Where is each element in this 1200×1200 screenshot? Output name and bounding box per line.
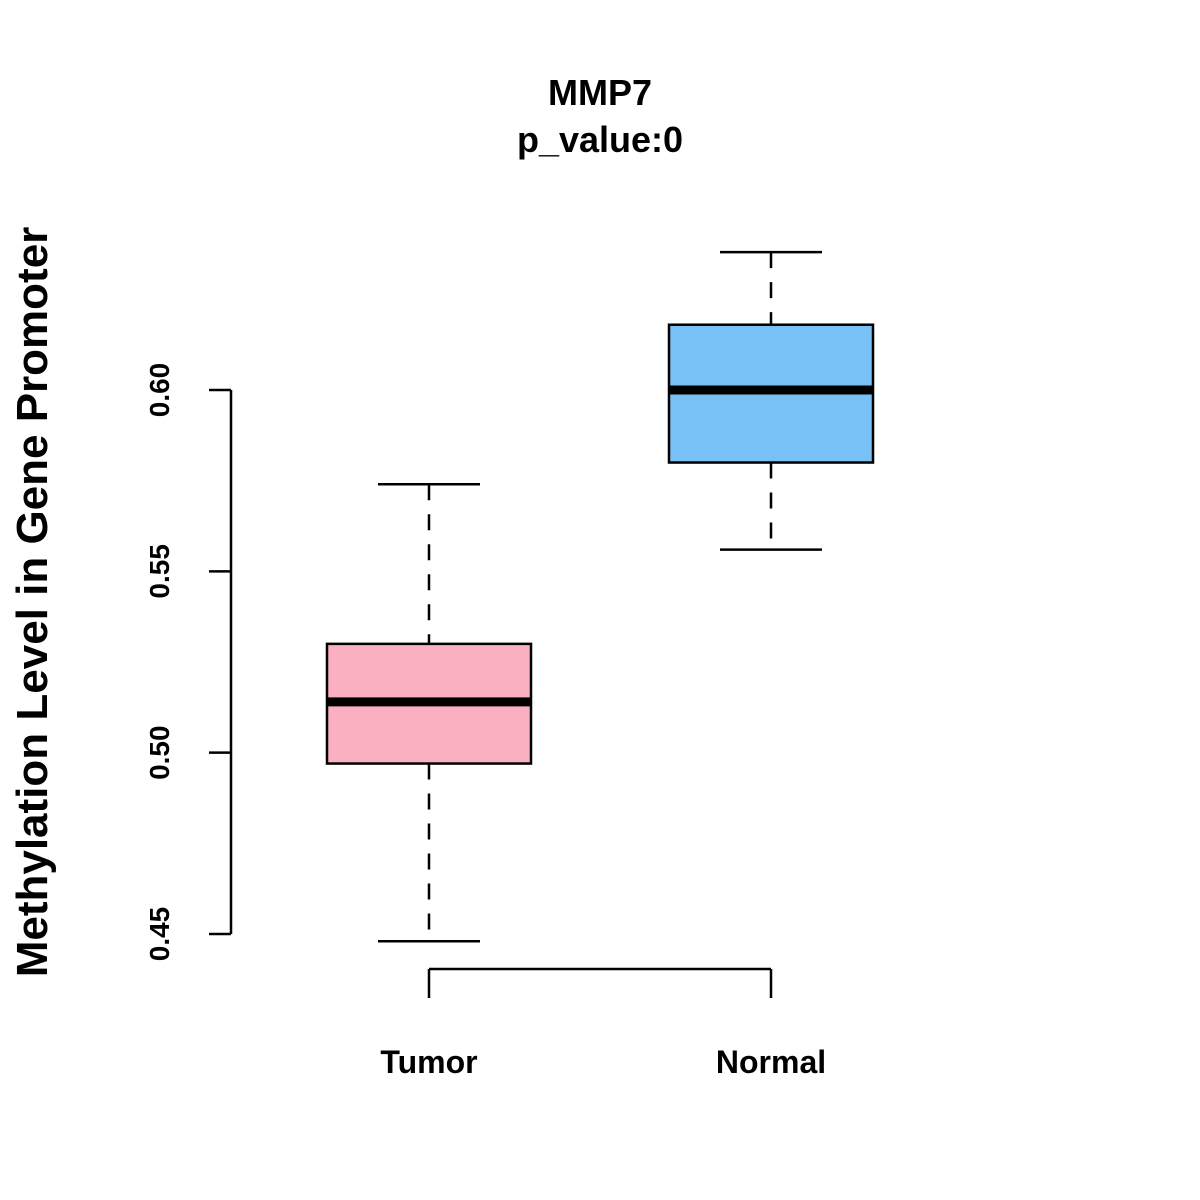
y-tick-label: 0.55 — [144, 544, 175, 599]
y-axis: 0.45 0.50 0.55 0.60 — [144, 363, 233, 962]
y-axis-label: Methylation Level in Gene Promoter — [8, 227, 57, 978]
y-tick-label: 0.60 — [144, 363, 175, 418]
x-axis: Tumor Normal — [380, 967, 826, 1080]
boxes-layer — [325, 250, 875, 943]
chart-title: MMP7 — [548, 72, 652, 113]
y-tick-label: 0.45 — [144, 907, 175, 962]
x-tick-label: Normal — [716, 1044, 826, 1080]
x-tick-label: Tumor — [380, 1044, 477, 1080]
box-group-normal — [667, 250, 875, 551]
chart-subtitle: p_value:0 — [517, 119, 683, 160]
box-group-tumor — [325, 483, 533, 943]
y-tick-label: 0.50 — [144, 725, 175, 780]
